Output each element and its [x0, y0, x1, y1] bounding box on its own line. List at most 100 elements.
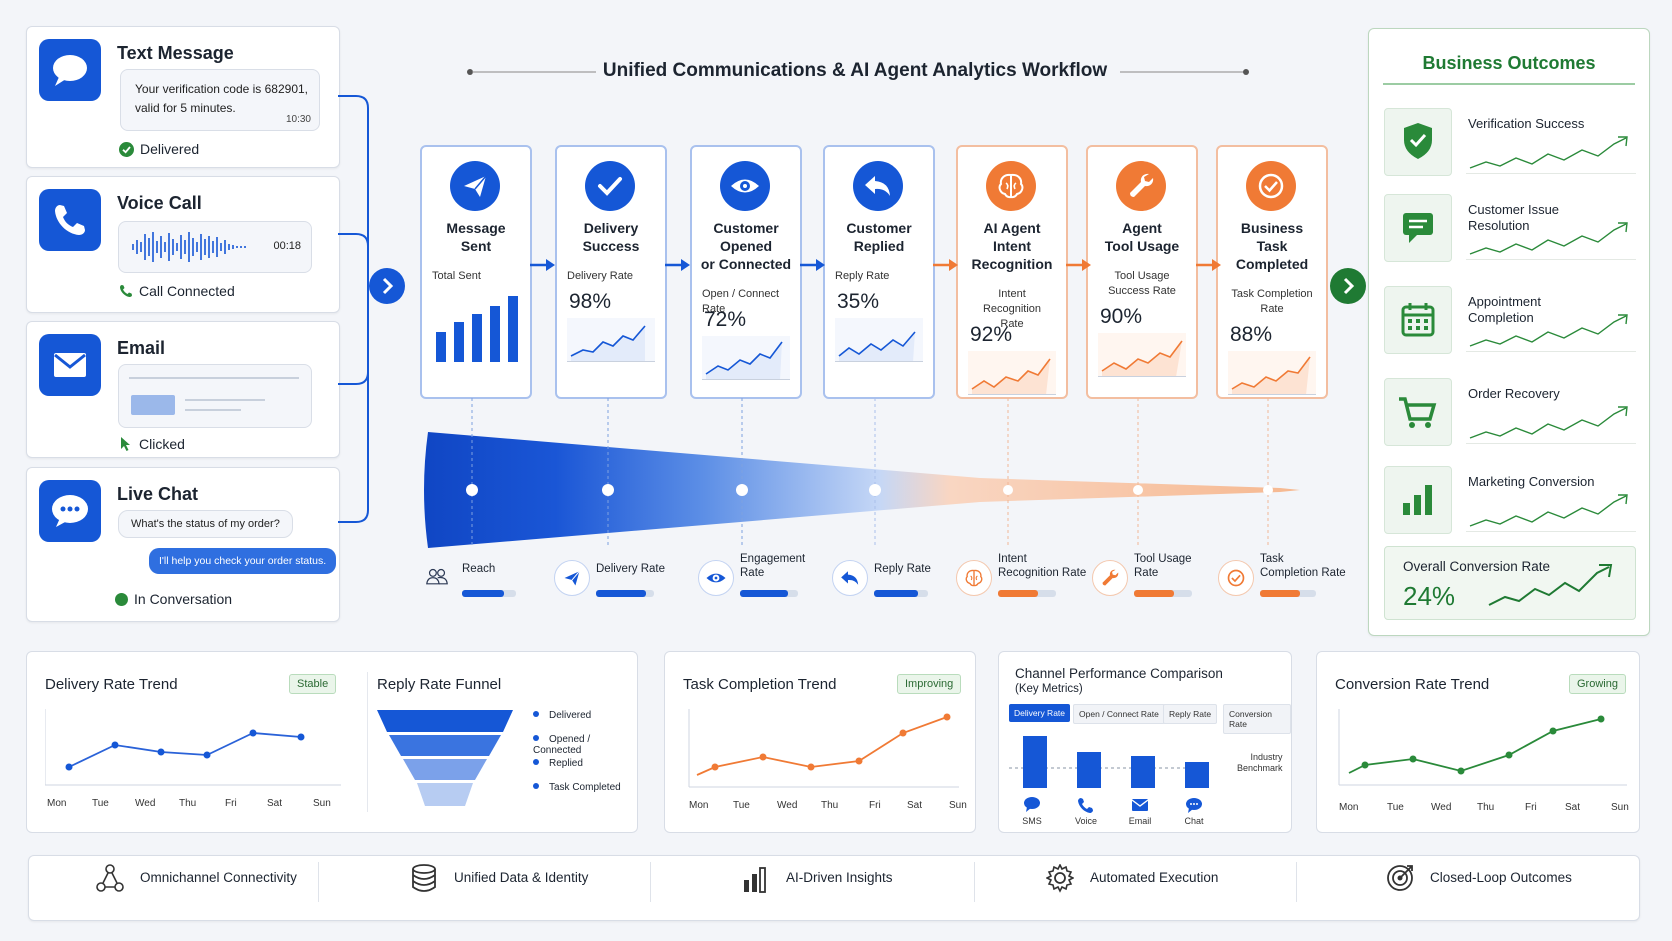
stage-name: AI Agent Intent Recognition	[958, 219, 1066, 273]
day-label: Wed	[777, 800, 798, 811]
legend-dot	[533, 711, 539, 717]
stage-metric-line: Open / Connect Rate	[702, 288, 780, 315]
stage-name-line: Customer	[713, 220, 779, 236]
stage-name-line: Agent	[1122, 220, 1162, 236]
funnel-legend-line: Reply Rate	[874, 563, 931, 575]
day-label: Sun	[313, 798, 331, 809]
bar-chat	[1185, 762, 1209, 788]
stage-card[interactable]: AI Agent Intent Recognition Intent Recogni…	[956, 145, 1068, 399]
flow-next-button[interactable]	[369, 268, 405, 304]
day-label: Fri	[1525, 802, 1537, 813]
outcome-label-line: Completion	[1468, 310, 1534, 325]
stage-card[interactable]: Delivery Success Delivery Rate 98%	[555, 145, 667, 399]
stage-card[interactable]: Agent Tool Usage Tool Usage Success Rate 9…	[1086, 145, 1198, 399]
phone-icon	[119, 284, 133, 298]
reply-funnel-legend-label: Opened / Connected	[533, 734, 591, 756]
funnel-legend-line: Engagement	[740, 553, 806, 565]
feature-bar	[28, 855, 1640, 921]
reply-funnel-legend-item: Task Completed	[533, 782, 621, 793]
stage-name-line: Intent	[992, 238, 1032, 254]
day-label: Tue	[1387, 802, 1404, 813]
funnel-legend-line: Delivery Rate	[596, 563, 666, 575]
stage-name-line: Message	[446, 220, 506, 236]
bar-sms	[1023, 736, 1047, 788]
funnel-legend-bar-fill	[740, 590, 788, 597]
reply-funnel-legend-item: Opened / Connected	[533, 734, 637, 756]
stage-metric-value: 35%	[837, 290, 880, 313]
reply-funnel-legend-item: Delivered	[533, 710, 591, 721]
day-label: Thu	[821, 800, 839, 811]
outcome-label-line: Customer Issue	[1468, 202, 1560, 217]
reply-funnel-legend-label: Task Completed	[549, 782, 621, 793]
sms-status: Delivered	[119, 141, 199, 157]
reply-funnel-chart	[377, 710, 513, 806]
channel-card-email[interactable]: Email Clicked	[26, 321, 340, 458]
sms-icon	[1024, 797, 1040, 812]
day-label: Thu	[179, 798, 197, 809]
conversion-trend-card: Conversion Rate Trend Growing Mon Tue Wed T…	[1316, 651, 1640, 833]
outcome-sparkline	[1466, 222, 1636, 260]
channel-card-chat[interactable]: Live Chat What's the status of my order?…	[26, 467, 340, 622]
stage-card[interactable]: Customer Replied Reply Rate 35%	[823, 145, 935, 399]
feature-label: Omnichannel Connectivity	[140, 870, 297, 885]
stage-sparkline	[1098, 333, 1186, 377]
bar-chart-icon	[1384, 466, 1452, 534]
funnel-legend-label: Engagement Rate	[740, 552, 840, 580]
mail-icon	[1131, 799, 1149, 811]
reply-funnel-legend-label: Delivered	[549, 710, 592, 721]
outcomes-title: Business Outcomes	[1422, 53, 1596, 73]
waveform-icon	[132, 232, 246, 262]
message-icon	[39, 39, 101, 101]
stage-card[interactable]: Business Task Completed Task Completion Rat…	[1216, 145, 1328, 399]
channel-perf-tab[interactable]: Open / Connect Rate	[1073, 704, 1165, 724]
stage-arrow	[933, 259, 958, 271]
reply-funnel-title: Reply Rate Funnel	[377, 676, 502, 693]
brain-icon	[986, 161, 1036, 211]
funnel-legend-line: Rate	[740, 567, 765, 579]
stage-arrow	[665, 259, 690, 271]
title-rule-left	[467, 69, 596, 75]
outcomes-next-button[interactable]	[1330, 268, 1366, 304]
stage-metric-label: Intent Recognition Rate	[968, 287, 1056, 332]
stage-arrow	[1196, 259, 1221, 271]
channel-perf-subtitle: (Key Metrics)	[1015, 683, 1083, 695]
mail-icon	[39, 334, 101, 396]
stage-sparkline	[835, 318, 923, 362]
stage-metric-label: Tool Usage Success Rate	[1098, 269, 1186, 299]
feature-divider	[318, 862, 319, 902]
funnel-legend-label: Reply Rate	[874, 562, 974, 576]
stage-name: Customer Opened or Connected	[692, 219, 800, 273]
email-status: Clicked	[119, 436, 185, 452]
channel-perf-tab[interactable]: Delivery Rate	[1009, 704, 1071, 722]
channel-card-sms[interactable]: Text Message Your verification code is 6…	[26, 26, 340, 168]
stage-metric-line: Reply Rate	[835, 270, 890, 282]
online-dot	[115, 593, 128, 606]
funnel-legend-label: Tool Usage Rate	[1134, 552, 1234, 580]
channel-perf-tab[interactable]: Reply Rate	[1163, 704, 1218, 724]
channel-card-voice[interactable]: Voice Call 00:18 Call Connected	[26, 176, 340, 313]
day-label: Sun	[949, 800, 967, 811]
stage-card[interactable]: Message Sent Total Sent	[420, 145, 532, 399]
overall-conversion-card: Overall Conversion Rate 24%	[1384, 546, 1636, 620]
funnel-legend-bar-fill	[596, 590, 646, 597]
channel-perf-title: Channel Performance Comparison	[1015, 666, 1223, 681]
bar-chart-icon	[744, 867, 766, 893]
check-circle-icon	[1218, 560, 1254, 596]
benchmark-line-1: Industry	[1250, 752, 1283, 762]
stage-metric-value: 88%	[1230, 323, 1273, 346]
voice-waveform-box: 00:18	[118, 221, 312, 273]
stage-metric-line: Delivery Rate	[567, 270, 634, 282]
stage-name-line: Sent	[460, 238, 492, 254]
outcome-label-line: Marketing Conversion	[1468, 474, 1595, 489]
outcome-item: Appointment Completion	[1384, 286, 1636, 354]
wrench-icon	[1092, 560, 1128, 596]
reply-icon	[832, 560, 868, 596]
task-trend-chart	[688, 709, 959, 788]
day-label: Mon	[47, 798, 67, 809]
funnel-legend-label: Intent Recognition Rate	[998, 552, 1098, 580]
chevron-right-icon	[1343, 277, 1355, 295]
people-icon	[426, 568, 448, 585]
chat-status-text: In Conversation	[134, 591, 233, 607]
channel-perf-tab[interactable]: Conversion Rate	[1223, 704, 1291, 734]
stage-card[interactable]: Customer Opened or Connected Open / Connec…	[690, 145, 802, 399]
